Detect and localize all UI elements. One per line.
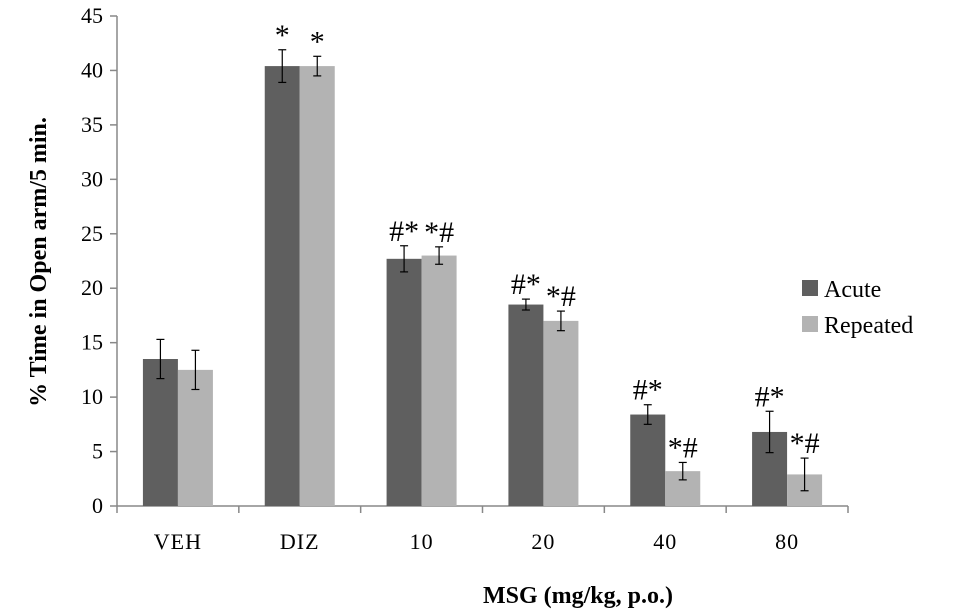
bar-repeated bbox=[177, 369, 213, 506]
significance-label: * bbox=[275, 19, 290, 52]
error-bars bbox=[156, 49, 809, 492]
significance-label: #* bbox=[511, 268, 541, 301]
x-tick-label: DIZ bbox=[280, 529, 320, 554]
legend: Acute Repeated bbox=[802, 277, 913, 339]
bars bbox=[142, 66, 823, 506]
x-tick-label: VEH bbox=[154, 529, 202, 554]
y-tick-label: 45 bbox=[81, 3, 103, 28]
significance-annotations: * #* #* #* #* * *# *# *# *# bbox=[275, 19, 820, 465]
significance-label: #* bbox=[633, 374, 663, 407]
significance-label: *# bbox=[546, 280, 576, 313]
legend-swatch-acute bbox=[802, 280, 818, 296]
x-tick-label: 80 bbox=[775, 529, 799, 554]
significance-label: *# bbox=[668, 431, 698, 464]
y-tick-label: 0 bbox=[92, 493, 103, 518]
y-tick-label: 20 bbox=[81, 275, 103, 300]
bar-acute bbox=[142, 359, 178, 506]
significance-label: * bbox=[310, 25, 325, 58]
significance-label: *# bbox=[424, 216, 454, 249]
y-tick-label: 15 bbox=[81, 330, 103, 355]
x-tick-label: 10 bbox=[410, 529, 434, 554]
y-tick-label: 10 bbox=[81, 384, 103, 409]
legend-label-repeated: Repeated bbox=[824, 313, 913, 339]
x-axis-title: MSG (mg/kg, p.o.) bbox=[483, 583, 673, 609]
bar-repeated bbox=[543, 320, 579, 506]
significance-label: #* bbox=[389, 215, 419, 248]
legend-swatch-repeated bbox=[802, 316, 818, 332]
bar-acute bbox=[508, 304, 544, 506]
y-tick-label: 35 bbox=[81, 112, 103, 137]
bar-acute bbox=[386, 258, 422, 506]
bar-acute bbox=[630, 414, 666, 506]
significance-label: *# bbox=[790, 427, 820, 460]
bar-repeated bbox=[299, 66, 335, 506]
x-tick-label: 40 bbox=[653, 529, 677, 554]
significance-label: #* bbox=[755, 380, 785, 413]
bar-acute bbox=[264, 66, 300, 506]
y-tick-label: 40 bbox=[81, 57, 103, 82]
y-tick-label: 5 bbox=[92, 439, 103, 464]
x-tick-label: 20 bbox=[531, 529, 555, 554]
bar-repeated bbox=[421, 255, 457, 506]
legend-label-acute: Acute bbox=[824, 277, 881, 303]
x-ticks: VEH DIZ 10 20 40 80 bbox=[116, 506, 849, 554]
y-axis-title: % Time in Open arm/5 min. bbox=[26, 117, 52, 407]
y-tick-label: 25 bbox=[81, 221, 103, 246]
y-ticks: 0 5 10 15 20 25 30 35 40 45 bbox=[81, 3, 117, 518]
y-tick-label: 30 bbox=[81, 166, 103, 191]
